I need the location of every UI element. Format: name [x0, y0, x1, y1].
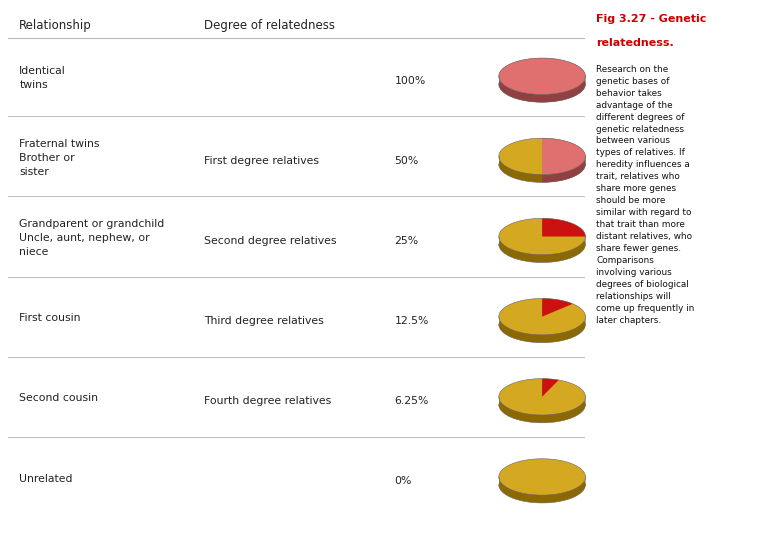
Ellipse shape	[498, 306, 586, 343]
Ellipse shape	[498, 226, 586, 262]
Polygon shape	[542, 138, 586, 174]
Text: Unrelated: Unrelated	[20, 474, 73, 484]
Polygon shape	[542, 218, 586, 237]
Ellipse shape	[498, 66, 586, 102]
Text: 0%: 0%	[395, 476, 412, 487]
Polygon shape	[542, 299, 573, 316]
Text: Research on the
genetic bases of
behavior takes
advantage of the
different degre: Research on the genetic bases of behavio…	[596, 65, 695, 325]
Text: Fig 3.27 - Genetic: Fig 3.27 - Genetic	[596, 14, 707, 24]
Ellipse shape	[498, 146, 586, 183]
Text: Grandparent or grandchild
Uncle, aunt, nephew, or
niece: Grandparent or grandchild Uncle, aunt, n…	[20, 219, 165, 257]
Ellipse shape	[498, 299, 586, 335]
Polygon shape	[542, 157, 586, 183]
Text: Fraternal twins
Brother or
sister: Fraternal twins Brother or sister	[20, 139, 100, 177]
Polygon shape	[542, 379, 558, 397]
Ellipse shape	[498, 138, 586, 174]
Text: 25%: 25%	[395, 236, 419, 246]
Ellipse shape	[498, 459, 586, 495]
Text: Identical
twins: Identical twins	[20, 66, 66, 90]
Ellipse shape	[498, 218, 586, 255]
Text: relatedness.: relatedness.	[596, 38, 674, 48]
Text: 100%: 100%	[395, 76, 426, 85]
Text: Third degree relatives: Third degree relatives	[204, 316, 324, 326]
Ellipse shape	[498, 467, 586, 503]
Ellipse shape	[498, 58, 586, 94]
Text: Fourth degree relatives: Fourth degree relatives	[204, 396, 332, 406]
Text: Relationship: Relationship	[20, 19, 92, 32]
Text: 6.25%: 6.25%	[395, 396, 429, 406]
Ellipse shape	[498, 387, 586, 423]
Ellipse shape	[498, 379, 586, 415]
Text: Second degree relatives: Second degree relatives	[204, 236, 336, 246]
Text: Second cousin: Second cousin	[20, 394, 98, 403]
Text: 12.5%: 12.5%	[395, 316, 429, 326]
Polygon shape	[498, 58, 586, 94]
Ellipse shape	[498, 66, 586, 102]
Text: Degree of relatedness: Degree of relatedness	[204, 19, 335, 32]
Text: First cousin: First cousin	[20, 313, 81, 323]
Text: First degree relatives: First degree relatives	[204, 156, 319, 166]
Text: 50%: 50%	[395, 156, 419, 166]
